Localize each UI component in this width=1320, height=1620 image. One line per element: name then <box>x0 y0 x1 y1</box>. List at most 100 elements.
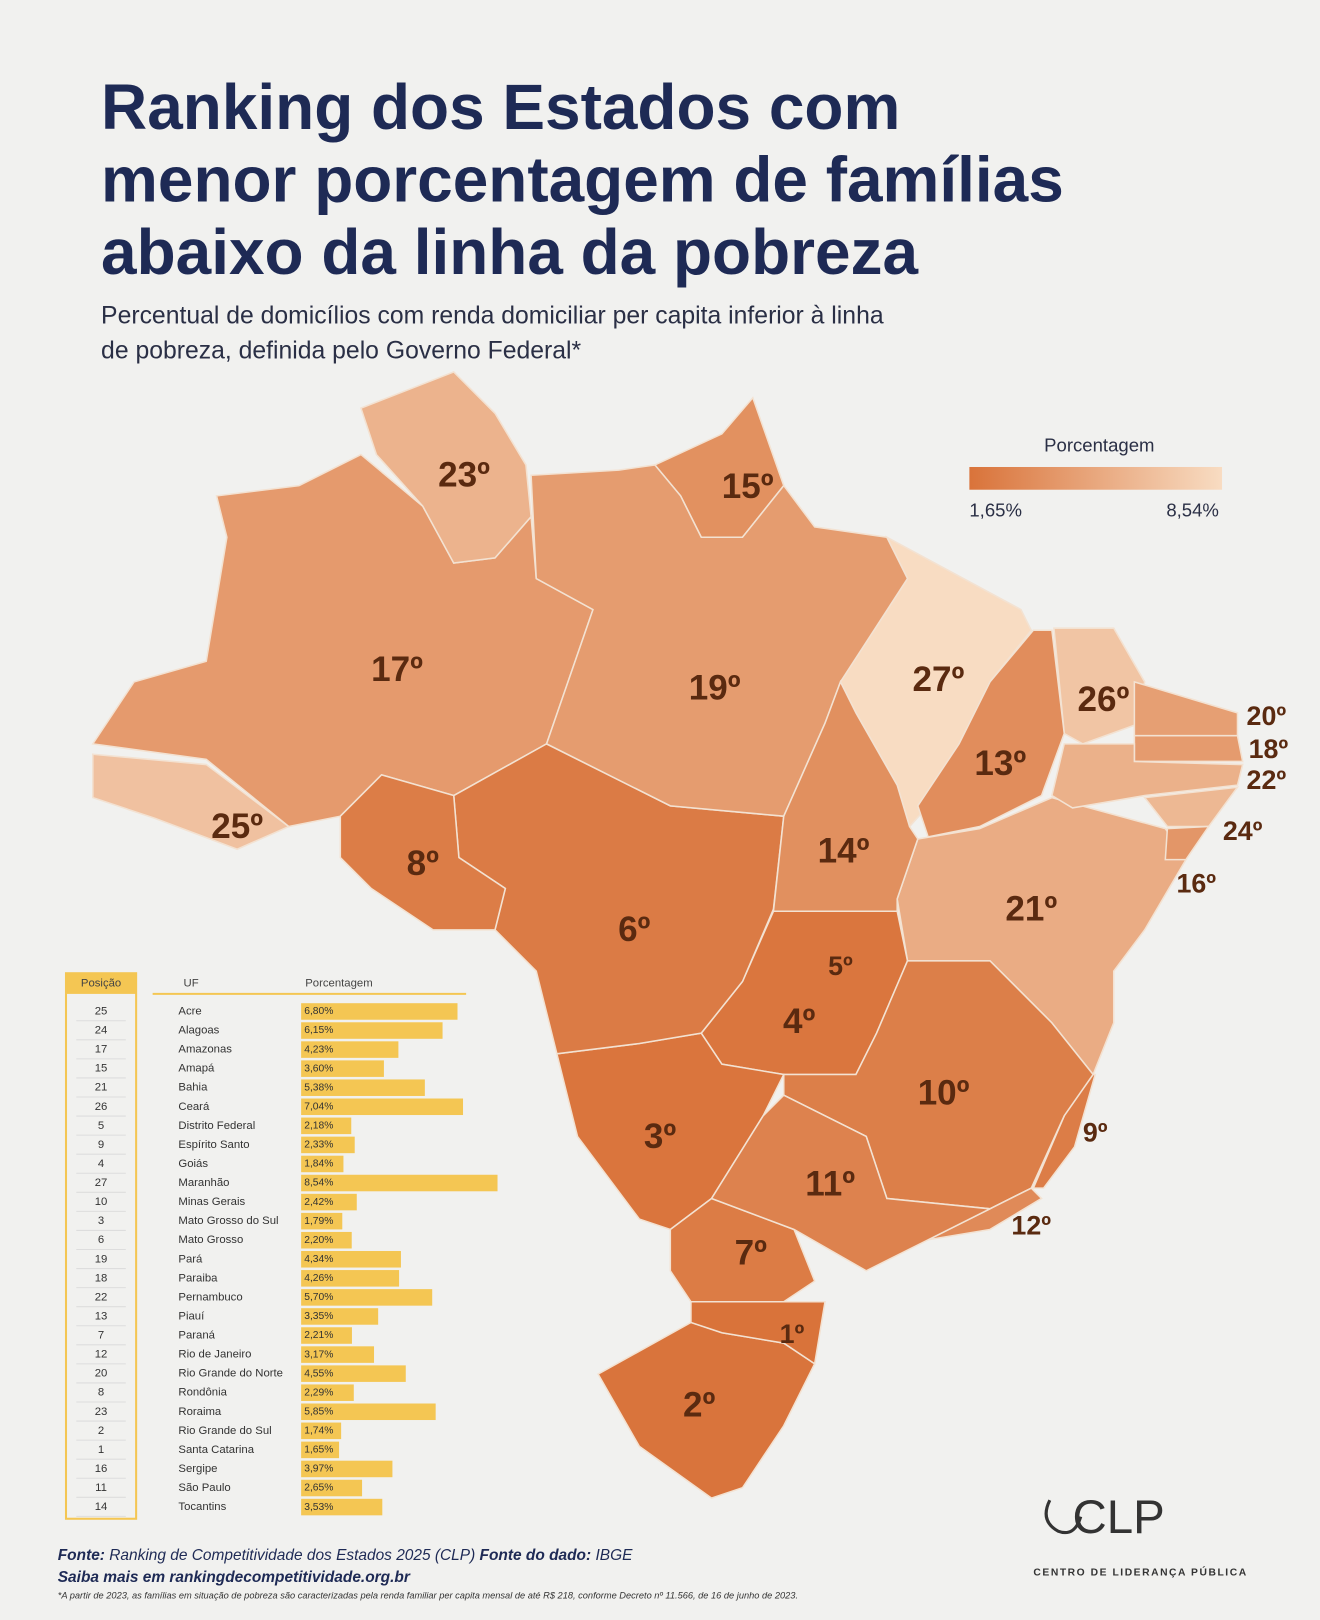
value-label: 2,29% <box>304 1387 333 1398</box>
rank-label: 25º <box>211 807 263 846</box>
bar <box>301 1384 354 1401</box>
bar <box>301 1041 399 1058</box>
bar <box>301 1270 400 1287</box>
column-header: Porcentagem <box>305 978 372 990</box>
state <box>92 753 291 851</box>
position: 11 <box>95 1482 107 1494</box>
bar <box>301 1060 384 1077</box>
position: 22 <box>95 1291 108 1303</box>
position: 16 <box>95 1463 108 1475</box>
uf: Mato Grosso do Sul <box>178 1215 278 1227</box>
map: 25º 24º17º15º21º26º5º9º4º27º10º3º6º19º18º… <box>91 371 1289 1499</box>
value-label: 1,79% <box>304 1216 333 1227</box>
bar <box>301 1155 344 1173</box>
bar <box>301 1479 363 1497</box>
value-label: 5,38% <box>304 1082 333 1093</box>
position: 15 <box>95 1063 108 1075</box>
uf: Mato Grosso <box>178 1234 243 1246</box>
rank-label: 1º <box>780 1319 805 1349</box>
rank-label: 23º <box>438 456 490 495</box>
logo-icon <box>1044 1499 1083 1535</box>
uf: Bahia <box>178 1082 208 1094</box>
uf: Rondônia <box>178 1387 227 1399</box>
value-label: 2,42% <box>304 1197 333 1208</box>
rank-label: 10º <box>918 1073 970 1112</box>
value-label: 1,74% <box>304 1426 333 1437</box>
position: 20 <box>95 1368 108 1380</box>
value-label: 2,21% <box>304 1330 333 1341</box>
bar <box>301 1346 375 1363</box>
title-line: menor porcentagem de famílias <box>101 143 1064 215</box>
value-label: 7,04% <box>304 1101 333 1112</box>
data-source: IBGE <box>595 1547 633 1564</box>
rank-label: 5º <box>828 951 853 981</box>
position: 27 <box>95 1177 108 1189</box>
uf: Roraima <box>178 1406 222 1418</box>
uf: Rio Grande do Sul <box>178 1425 271 1437</box>
source-text: Ranking de Competitividade dos Estados 2… <box>109 1547 475 1564</box>
position: 14 <box>95 1501 108 1513</box>
uf: Paraiba <box>178 1272 218 1284</box>
value-label: 4,55% <box>304 1368 333 1379</box>
uf: Pernambuco <box>178 1291 242 1303</box>
rank-label: 8º <box>407 844 439 883</box>
uf: Amazonas <box>178 1044 232 1056</box>
legend-gradient <box>969 466 1223 490</box>
rank-label: 18º <box>1249 734 1289 764</box>
data-source-label: Fonte do dado: <box>480 1547 592 1564</box>
position: 23 <box>95 1406 108 1418</box>
bar <box>301 1136 355 1154</box>
value-label: 8,54% <box>304 1178 333 1189</box>
bar <box>301 1212 343 1230</box>
uf: Ceará <box>178 1101 210 1113</box>
value-label: 3,53% <box>304 1502 333 1513</box>
state <box>530 464 909 818</box>
bar <box>301 1117 352 1135</box>
state <box>690 1301 826 1366</box>
rank-label: 9º <box>1083 1117 1108 1147</box>
rank-label: 13º <box>974 744 1026 783</box>
rank-label: 24º <box>1223 816 1263 846</box>
position: 9 <box>98 1139 104 1151</box>
bar <box>301 1422 342 1440</box>
uf: Maranhão <box>178 1177 229 1189</box>
bar <box>301 1460 393 1478</box>
value-label: 1,84% <box>304 1159 333 1170</box>
position: 3 <box>98 1215 104 1227</box>
value-label: 6,80% <box>304 1006 333 1017</box>
uf: Pará <box>178 1253 203 1265</box>
value-label: 3,17% <box>304 1349 333 1360</box>
rank-label: 27º <box>913 660 965 699</box>
logo-name: CENTRO DE LIDERANÇA PÚBLICA <box>1033 1566 1247 1579</box>
bar <box>301 1174 498 1192</box>
bar <box>301 1327 352 1344</box>
value-label: 5,70% <box>304 1292 333 1303</box>
bar <box>301 1022 443 1039</box>
position: 12 <box>95 1349 108 1361</box>
rank-label: 16º <box>1176 868 1216 898</box>
position: 8 <box>98 1387 104 1399</box>
position-column <box>64 972 138 1520</box>
source: Fonte: Ranking de Competitividade dos Es… <box>58 1547 633 1564</box>
rank-label: 15º <box>722 467 774 506</box>
state <box>772 679 919 913</box>
uf: Amapá <box>178 1063 215 1075</box>
legend-min: 1,65% <box>969 500 1022 521</box>
rank-label: 17º <box>371 650 423 689</box>
rank-label: 20º <box>1247 701 1287 731</box>
position: 10 <box>95 1196 108 1208</box>
bar <box>301 1441 340 1459</box>
table: Posição UF Porcentagem 25 Acre 6,80%24 Alag… <box>64 972 498 1520</box>
bar <box>301 1251 401 1268</box>
rank-label: 22º <box>1247 765 1287 795</box>
value-label: 3,35% <box>304 1311 333 1322</box>
rank-label: 26º <box>1078 680 1130 719</box>
uf: Rio de Janeiro <box>178 1349 251 1361</box>
position: 26 <box>95 1101 108 1113</box>
uf: Espírito Santo <box>178 1139 249 1151</box>
bar <box>301 1079 425 1096</box>
bar <box>301 1003 458 1020</box>
rank-label: 6º <box>618 910 650 949</box>
note: *A partir de 2023, as famílias em situaç… <box>58 1590 798 1600</box>
